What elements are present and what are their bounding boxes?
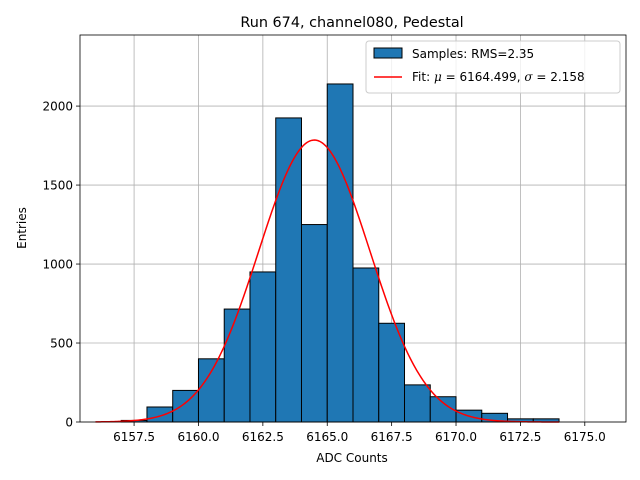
legend-box: [365, 40, 621, 94]
chart-title: Run 674, channel080, Pedestal: [240, 15, 463, 31]
x-tick-label-7: 6175.0: [564, 430, 606, 444]
x-tick-label-5: 6170.0: [435, 430, 477, 444]
x-axis-label: ADC Counts: [316, 451, 388, 465]
x-tick-label-3: 6165.0: [306, 430, 348, 444]
y-tick-label-3: 1500: [42, 179, 73, 193]
legend-fit-prefix: Fit:: [412, 70, 434, 84]
x-tick-label-2: 6162.5: [242, 430, 284, 444]
legend-mu-symbol: μ: [434, 70, 442, 84]
legend-sigma-symbol: σ: [524, 70, 533, 84]
histogram-bar-10: [378, 322, 406, 423]
histogram-bar-4: [223, 308, 251, 423]
histogram-bar-9: [352, 267, 380, 423]
legend-sigma-value: 2.158: [550, 70, 584, 84]
histogram-bar-7: [300, 224, 328, 423]
legend-mu-equals: =: [442, 70, 460, 84]
y-tick-label-2: 1000: [42, 258, 73, 272]
y-axis-ticks: 0 500 1000 1500 2000: [42, 100, 80, 430]
legend-separator: ,: [517, 70, 525, 84]
histogram-bar-11: [404, 384, 431, 423]
x-tick-label-1: 6160.0: [177, 430, 219, 444]
legend: Samples: RMS=2.35 Fit: μ = 6164.499, σ =…: [365, 40, 621, 94]
plot-frame: [79, 34, 627, 423]
legend-mu-value: 6164.499: [459, 70, 516, 84]
histogram-bar-5: [249, 271, 277, 423]
legend-label-fit: Fit: μ = 6164.499, σ = 2.158: [412, 70, 585, 84]
legend-label-samples: Samples: RMS=2.35: [412, 47, 534, 61]
histogram-bar-8: [326, 83, 354, 423]
y-tick-label-1: 500: [50, 337, 73, 351]
x-tick-label-0: 6157.5: [113, 430, 155, 444]
legend-sigma-equals: =: [533, 70, 551, 84]
histogram-bar-3: [197, 358, 225, 423]
y-tick-label-0: 0: [65, 416, 73, 430]
histogram-bar-6: [275, 117, 302, 423]
legend-swatch-samples: [373, 47, 403, 59]
x-tick-label-4: 6167.5: [371, 430, 413, 444]
x-tick-label-6: 6172.5: [499, 430, 541, 444]
y-axis-label: Entries: [15, 207, 29, 249]
histogram-bar-1: [146, 406, 174, 423]
fit-curve: [95, 139, 560, 423]
y-tick-label-4: 2000: [42, 100, 73, 114]
x-axis-ticks: 6157.5 6160.0 6162.5 6165.0 6167.5 6170.0 6172…: [113, 422, 606, 444]
